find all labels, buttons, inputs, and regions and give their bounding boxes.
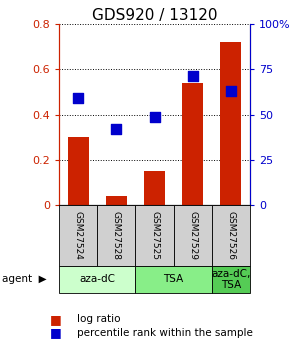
Text: TSA: TSA xyxy=(164,275,184,284)
Point xyxy=(228,88,233,94)
Text: log ratio: log ratio xyxy=(77,314,121,324)
Text: GSM27528: GSM27528 xyxy=(112,211,121,260)
Point xyxy=(190,73,195,79)
Text: aza-dC: aza-dC xyxy=(79,275,115,284)
Bar xyxy=(144,171,165,205)
Point xyxy=(152,114,157,119)
Text: GSM27529: GSM27529 xyxy=(188,211,197,260)
Text: GSM27526: GSM27526 xyxy=(226,211,235,260)
Text: aza-dC,
TSA: aza-dC, TSA xyxy=(211,269,251,290)
Bar xyxy=(106,196,127,205)
Bar xyxy=(68,137,89,205)
Text: ■: ■ xyxy=(50,313,62,326)
Title: GDS920 / 13120: GDS920 / 13120 xyxy=(92,8,217,23)
Text: agent  ▶: agent ▶ xyxy=(2,275,46,284)
Point xyxy=(76,95,81,100)
Bar xyxy=(182,83,203,205)
Text: percentile rank within the sample: percentile rank within the sample xyxy=(77,328,253,338)
Point xyxy=(114,126,119,132)
Bar xyxy=(220,42,241,205)
Text: GSM27524: GSM27524 xyxy=(74,211,83,260)
Text: ■: ■ xyxy=(50,326,62,339)
Text: GSM27525: GSM27525 xyxy=(150,211,159,260)
